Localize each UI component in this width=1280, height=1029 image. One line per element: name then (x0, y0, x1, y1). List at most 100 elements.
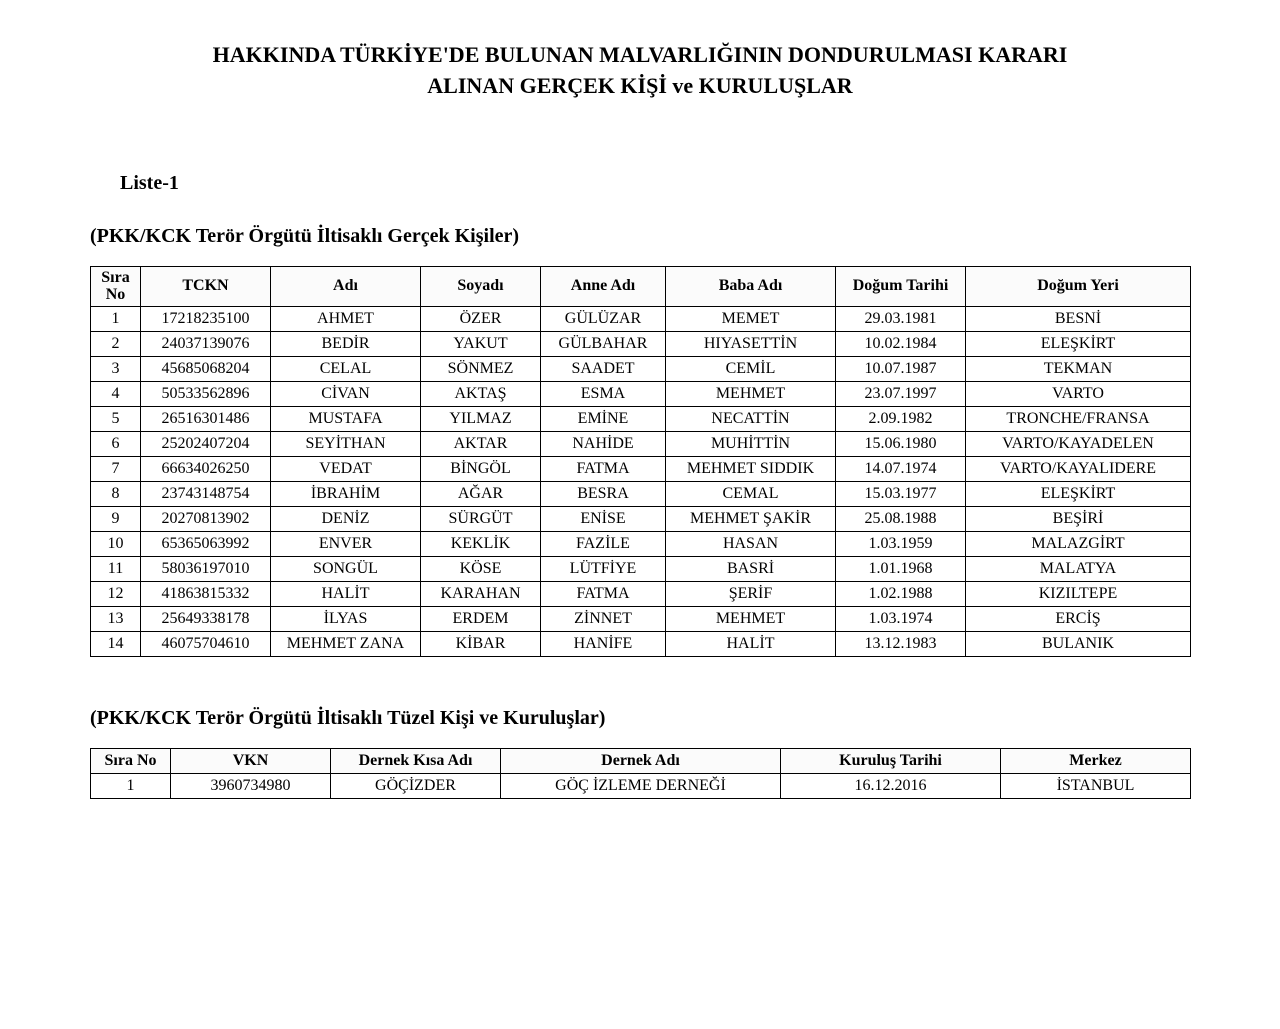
cell-soyadi: KEKLİK (421, 531, 541, 556)
table-row: 224037139076BEDİRYAKUTGÜLBAHARHIYASETTİN… (91, 331, 1191, 356)
cell-adi: DENİZ (271, 506, 421, 531)
cell-tckn: 20270813902 (141, 506, 271, 531)
table-header-row: Sıra No TCKN Adı Soyadı Anne Adı Baba Ad… (91, 266, 1191, 306)
cell-kisa: GÖÇİZDER (331, 773, 501, 798)
cell-yer: BESNİ (966, 306, 1191, 331)
cell-merkez: İSTANBUL (1001, 773, 1191, 798)
cell-tarih: 29.03.1981 (836, 306, 966, 331)
col-sira-no: Sıra No (91, 748, 171, 773)
cell-tarih: 16.12.2016 (781, 773, 1001, 798)
cell-anne: FATMA (541, 456, 666, 481)
cell-tarih: 13.12.1983 (836, 631, 966, 656)
persons-table: Sıra No TCKN Adı Soyadı Anne Adı Baba Ad… (90, 266, 1191, 657)
table-header-row: Sıra No VKN Dernek Kısa Adı Dernek Adı K… (91, 748, 1191, 773)
cell-yer: MALATYA (966, 556, 1191, 581)
cell-baba: MEMET (666, 306, 836, 331)
cell-adi: MUSTAFA (271, 406, 421, 431)
table-row: 1065365063992ENVERKEKLİKFAZİLEHASAN1.03.… (91, 531, 1191, 556)
cell-tckn: 46075704610 (141, 631, 271, 656)
col-sira-no: Sıra No (91, 266, 141, 306)
cell-adi: ENVER (271, 531, 421, 556)
cell-anne: NAHİDE (541, 431, 666, 456)
cell-baba: MEHMET ŞAKİR (666, 506, 836, 531)
table-row: 625202407204SEYİTHANAKTARNAHİDEMUHİTTİN1… (91, 431, 1191, 456)
cell-dernek: GÖÇ İZLEME DERNEĞİ (501, 773, 781, 798)
col-tckn: TCKN (141, 266, 271, 306)
cell-soyadi: ERDEM (421, 606, 541, 631)
col-kurulus-tarihi: Kuruluş Tarihi (781, 748, 1001, 773)
cell-adi: BEDİR (271, 331, 421, 356)
section2-heading: (PKK/KCK Terör Örgütü İltisaklı Tüzel Ki… (90, 707, 1190, 730)
cell-baba: HIYASETTİN (666, 331, 836, 356)
table-row: 823743148754İBRAHİMAĞARBESRACEMAL15.03.1… (91, 481, 1191, 506)
cell-baba: CEMAL (666, 481, 836, 506)
list-label: Liste-1 (120, 172, 1190, 195)
table-row: 766634026250VEDATBİNGÖLFATMAMEHMET SIDDI… (91, 456, 1191, 481)
table-row: 450533562896CİVANAKTAŞESMAMEHMET23.07.19… (91, 381, 1191, 406)
cell-soyadi: YILMAZ (421, 406, 541, 431)
cell-tckn: 41863815332 (141, 581, 271, 606)
cell-sira-no: 4 (91, 381, 141, 406)
table-row: 345685068204CELALSÖNMEZSAADETCEMİL10.07.… (91, 356, 1191, 381)
cell-anne: BESRA (541, 481, 666, 506)
cell-anne: ZİNNET (541, 606, 666, 631)
cell-yer: VARTO/KAYADELEN (966, 431, 1191, 456)
cell-soyadi: ÖZER (421, 306, 541, 331)
cell-tarih: 2.09.1982 (836, 406, 966, 431)
cell-soyadi: AKTAR (421, 431, 541, 456)
cell-yer: ERCİŞ (966, 606, 1191, 631)
cell-tckn: 26516301486 (141, 406, 271, 431)
document-page: HAKKINDA TÜRKİYE'DE BULUNAN MALVARLIĞINI… (0, 0, 1280, 909)
cell-sira-no: 12 (91, 581, 141, 606)
cell-anne: ENİSE (541, 506, 666, 531)
cell-anne: GÜLÜZAR (541, 306, 666, 331)
cell-tckn: 50533562896 (141, 381, 271, 406)
cell-tckn: 58036197010 (141, 556, 271, 581)
cell-yer: ELEŞKİRT (966, 331, 1191, 356)
table-row: 526516301486MUSTAFAYILMAZEMİNENECATTİN2.… (91, 406, 1191, 431)
cell-soyadi: SÖNMEZ (421, 356, 541, 381)
cell-tckn: 45685068204 (141, 356, 271, 381)
title-line-1: HAKKINDA TÜRKİYE'DE BULUNAN MALVARLIĞINI… (90, 40, 1190, 71)
cell-tarih: 1.01.1968 (836, 556, 966, 581)
cell-sira-no: 11 (91, 556, 141, 581)
cell-anne: FAZİLE (541, 531, 666, 556)
cell-soyadi: AKTAŞ (421, 381, 541, 406)
cell-soyadi: AĞAR (421, 481, 541, 506)
col-soyadi: Soyadı (421, 266, 541, 306)
cell-tarih: 1.03.1974 (836, 606, 966, 631)
cell-tarih: 10.07.1987 (836, 356, 966, 381)
cell-tarih: 14.07.1974 (836, 456, 966, 481)
cell-baba: NECATTİN (666, 406, 836, 431)
table-row: 117218235100AHMETÖZERGÜLÜZARMEMET29.03.1… (91, 306, 1191, 331)
title-line-2: ALINAN GERÇEK KİŞİ ve KURULUŞLAR (90, 71, 1190, 102)
cell-adi: HALİT (271, 581, 421, 606)
cell-sira-no: 9 (91, 506, 141, 531)
cell-baba: ŞERİF (666, 581, 836, 606)
cell-tarih: 23.07.1997 (836, 381, 966, 406)
cell-tarih: 10.02.1984 (836, 331, 966, 356)
cell-baba: CEMİL (666, 356, 836, 381)
col-dernek-adi: Dernek Adı (501, 748, 781, 773)
col-baba-adi: Baba Adı (666, 266, 836, 306)
cell-soyadi: KARAHAN (421, 581, 541, 606)
table-row: 1241863815332HALİTKARAHANFATMAŞERİF1.02.… (91, 581, 1191, 606)
cell-baba: MEHMET SIDDIK (666, 456, 836, 481)
table-row: 920270813902DENİZSÜRGÜTENİSEMEHMET ŞAKİR… (91, 506, 1191, 531)
cell-adi: SEYİTHAN (271, 431, 421, 456)
cell-baba: BASRİ (666, 556, 836, 581)
cell-anne: ESMA (541, 381, 666, 406)
cell-tckn: 66634026250 (141, 456, 271, 481)
cell-tckn: 65365063992 (141, 531, 271, 556)
cell-adi: İLYAS (271, 606, 421, 631)
cell-sira-no: 7 (91, 456, 141, 481)
cell-tckn: 25202407204 (141, 431, 271, 456)
cell-baba: MEHMET (666, 381, 836, 406)
table-row: 1446075704610MEHMET ZANAKİBARHANİFEHALİT… (91, 631, 1191, 656)
cell-adi: VEDAT (271, 456, 421, 481)
cell-tarih: 15.06.1980 (836, 431, 966, 456)
cell-vkn: 3960734980 (171, 773, 331, 798)
cell-tarih: 25.08.1988 (836, 506, 966, 531)
cell-yer: TRONCHE/FRANSA (966, 406, 1191, 431)
cell-anne: SAADET (541, 356, 666, 381)
